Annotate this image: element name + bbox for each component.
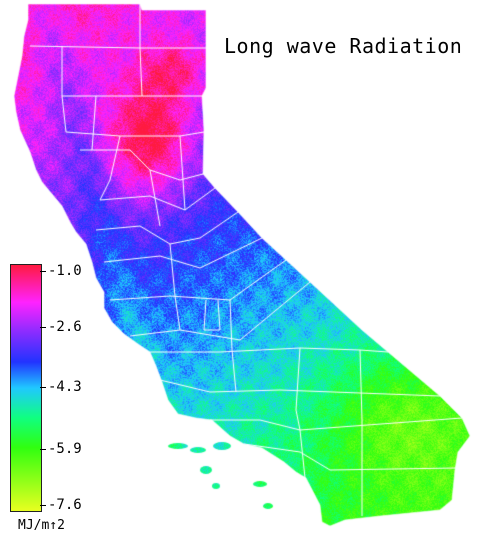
map-title: Long wave Radiation	[224, 34, 463, 58]
legend-label-mid: -4.3	[48, 379, 82, 395]
legend-tick-0	[40, 271, 46, 272]
legend-tick-1	[40, 327, 46, 328]
legend-label-min: -7.6	[48, 497, 82, 513]
legend-unit-label: MJ/m↑2	[18, 518, 65, 533]
legend-tick-2	[40, 387, 46, 388]
legend-color-bar	[10, 264, 42, 512]
legend-label-max: -1.0	[48, 263, 82, 279]
legend-tick-4	[40, 505, 46, 506]
legend-label-2: -2.6	[48, 319, 82, 335]
legend-label-4: -5.9	[48, 441, 82, 457]
legend-tick-3	[40, 449, 46, 450]
